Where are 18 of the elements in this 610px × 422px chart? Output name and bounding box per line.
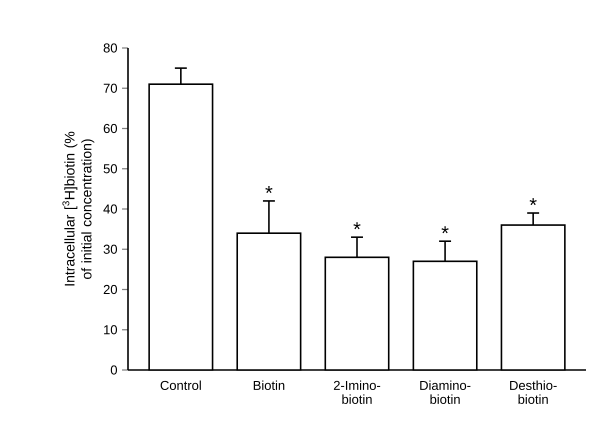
- y-tick-label: 50: [104, 164, 118, 174]
- y-tick-label: 80: [104, 43, 118, 53]
- y-tick-label: 10: [104, 325, 118, 334]
- x-tick-label: Control: [160, 380, 201, 390]
- y-tick-label: 30: [104, 244, 118, 254]
- annotation: *: [442, 226, 449, 234]
- y-tick-label: 40: [103, 204, 118, 214]
- x-tick-label: Biotin: [254, 380, 284, 390]
- annotation: *: [265, 186, 272, 194]
- annotation: *: [530, 198, 537, 206]
- annotation: *: [353, 222, 361, 230]
- y-tick-label: 70: [104, 84, 118, 93]
- x-tick-label: Desthio- biotin: [510, 380, 557, 404]
- y-tick-label: 0: [110, 365, 118, 375]
- y-tick-label: 60: [104, 124, 118, 134]
- x-tick-label: Diamino- biotin: [420, 380, 470, 404]
- x-tick-label: 2-Imino- biotin: [334, 380, 380, 404]
- y-tick-label: 20: [104, 284, 118, 294]
